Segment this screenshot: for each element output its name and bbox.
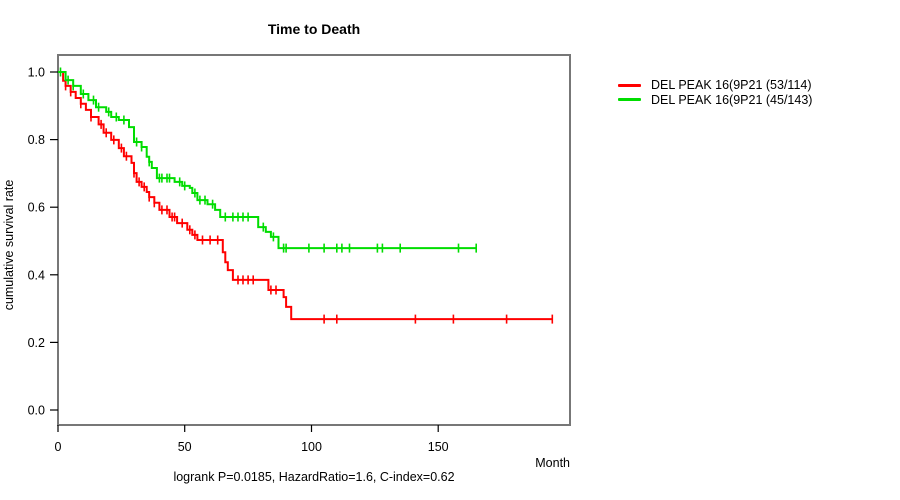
y-axis-tick-label: 0.0 xyxy=(28,404,45,418)
stats-annotation: logrank P=0.0185, HazardRatio=1.6, C-ind… xyxy=(173,470,455,484)
legend: DEL PEAK 16(9P21 (53/114) DEL PEAK 16(9P… xyxy=(618,78,812,107)
plot-frame xyxy=(57,54,571,426)
chart-title: Time to Death xyxy=(267,21,361,37)
legend-item-group1: DEL PEAK 16(9P21 (53/114) xyxy=(618,78,812,93)
survival-curve-group2 xyxy=(58,71,477,250)
x-axis-tick-label: 50 xyxy=(178,440,192,454)
y-axis-tick-label: 0.6 xyxy=(28,201,45,215)
y-axis-tick-label: 0.2 xyxy=(28,336,45,350)
legend-line-swatch-green xyxy=(618,98,641,102)
y-axis-tick-label: 0.8 xyxy=(28,133,45,147)
x-axis-tick-label: 150 xyxy=(428,440,449,454)
survival-curve-group1 xyxy=(58,71,553,321)
legend-line-swatch-red xyxy=(618,83,641,87)
y-axis-tick-label: 1.0 xyxy=(28,66,45,80)
y-axis-tick-label: 0.4 xyxy=(28,268,45,282)
x-axis-tick-label: 0 xyxy=(55,440,62,454)
y-axis-label: cumulative survival rate xyxy=(2,179,16,311)
x-axis-label: Month xyxy=(535,456,570,470)
x-axis-tick-label: 100 xyxy=(301,440,322,454)
legend-label: DEL PEAK 16(9P21 (45/143) xyxy=(651,92,813,107)
legend-item-group2: DEL PEAK 16(9P21 (45/143) xyxy=(618,93,812,108)
legend-label: DEL PEAK 16(9P21 (53/114) xyxy=(651,78,812,93)
